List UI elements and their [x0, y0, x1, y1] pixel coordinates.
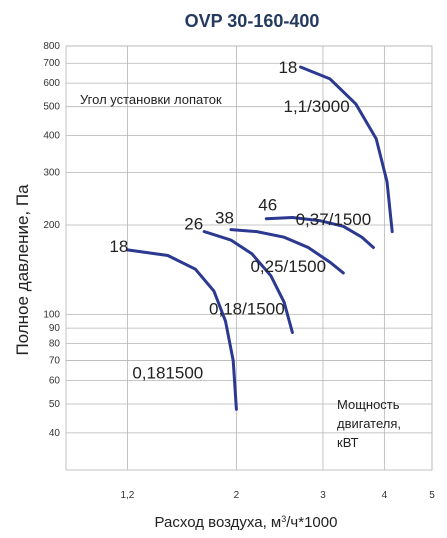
fan-curve-4: [202, 230, 294, 334]
chart-title: OVP 30-160-400: [185, 11, 320, 31]
blade-angle-label: 26: [184, 215, 203, 234]
x-tick-label: 4: [382, 490, 388, 501]
x-tick-label: 1,2: [120, 490, 134, 501]
y-tick-label: 400: [43, 131, 60, 142]
blade-angle-label: 46: [258, 196, 277, 215]
x-tick-label: 2: [234, 490, 240, 501]
fan-curves: [125, 65, 394, 411]
y-tick-label: 200: [43, 220, 60, 231]
y-tick-label: 100: [43, 310, 60, 321]
blade-angle-label: 38: [215, 209, 234, 228]
curve-labels: 18 1,1/3000 46 0,37/1500 38 0,25/1500 26 0,18/1…: [109, 58, 371, 382]
x-tick-label: 3: [320, 490, 326, 501]
blade-angle-label: 18: [109, 237, 128, 256]
power-label: 0,181500: [132, 363, 203, 382]
x-tick-label: 5: [429, 490, 435, 501]
y-tick-label: 300: [43, 168, 60, 179]
grid: [65, 45, 433, 471]
motor-power-annotation-line-2: двигателя,: [337, 416, 401, 431]
fan-curve-1: [299, 65, 394, 234]
fan-curve-3: [229, 228, 345, 275]
x-tick-labels: 1,2 2 3 4 5: [120, 490, 435, 501]
motor-power-annotation-line-1: Мощность: [337, 397, 400, 412]
power-label: 0,25/1500: [250, 257, 326, 276]
y-tick-label: 40: [49, 428, 61, 439]
power-label: 0,37/1500: [296, 210, 372, 229]
y-tick-label: 600: [43, 78, 60, 89]
y-tick-label: 700: [43, 58, 60, 69]
fan-curve-5: [125, 248, 238, 411]
y-tick-label: 80: [49, 338, 61, 349]
y-axis-label: Полное давление, Па: [13, 184, 32, 356]
motor-power-annotation-line-3: кВТ: [337, 435, 358, 450]
y-tick-label: 90: [49, 323, 61, 334]
y-tick-label: 50: [49, 399, 61, 410]
x-axis-label: Расход воздуха, м3/ч*1000: [155, 514, 338, 531]
y-tick-labels: 40 50 60 70 80 90 100 200 300 400 500 600 700 800: [43, 41, 60, 439]
y-tick-label: 70: [49, 356, 61, 367]
power-label: 1,1/3000: [283, 97, 349, 116]
blade-angle-label: 18: [278, 58, 297, 77]
y-tick-label: 60: [49, 375, 61, 386]
fan-curve-2: [264, 215, 375, 249]
y-tick-label: 500: [43, 102, 60, 113]
power-label: 0,18/1500: [209, 300, 285, 319]
y-tick-label: 800: [43, 41, 60, 52]
blade-angle-annotation: Угол установки лопаток: [80, 92, 222, 107]
